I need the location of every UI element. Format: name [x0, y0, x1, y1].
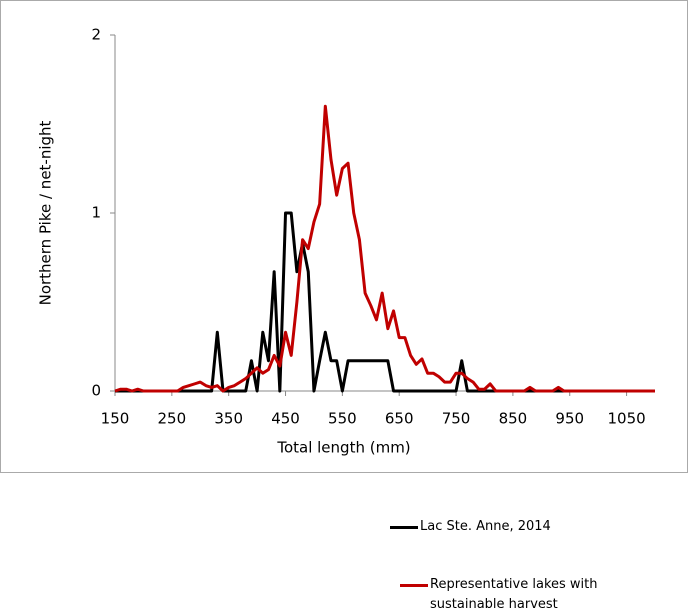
frame [0, 0, 688, 473]
x-tick-label: 850 [499, 410, 528, 428]
legend-swatch [400, 584, 428, 587]
y-tick-label: 0 [91, 382, 101, 400]
x-tick-label: 550 [328, 410, 357, 428]
y-tick-label: 1 [91, 204, 101, 222]
x-tick-label: 950 [555, 410, 584, 428]
x-axis-title: Total length (mm) [276, 439, 410, 457]
series-line [114, 104, 655, 393]
x-tick-label: 1050 [607, 410, 645, 428]
x-tick-label: 650 [385, 410, 414, 428]
chart: Total length (mm) Northern Pike / net-ni… [0, 0, 688, 473]
legend-swatch [390, 526, 418, 529]
legend-item: Lac Ste. Anne, 2014 [390, 517, 610, 537]
x-tick-label: 150 [101, 410, 130, 428]
x-tick-label: 450 [271, 410, 300, 428]
legend-label: Lac Ste. Anne, 2014 [420, 519, 551, 534]
x-tick-label: 250 [158, 410, 187, 428]
y-axis-title: Northern Pike / net-night [37, 120, 55, 305]
y-tick-label: 2 [91, 26, 101, 44]
x-tick-label: 350 [214, 410, 243, 428]
legend-label: Representative lakes with sustainable ha… [430, 577, 598, 612]
legend-item: Representative lakes with sustainable ha… [400, 575, 600, 615]
x-tick-label: 750 [442, 410, 471, 428]
